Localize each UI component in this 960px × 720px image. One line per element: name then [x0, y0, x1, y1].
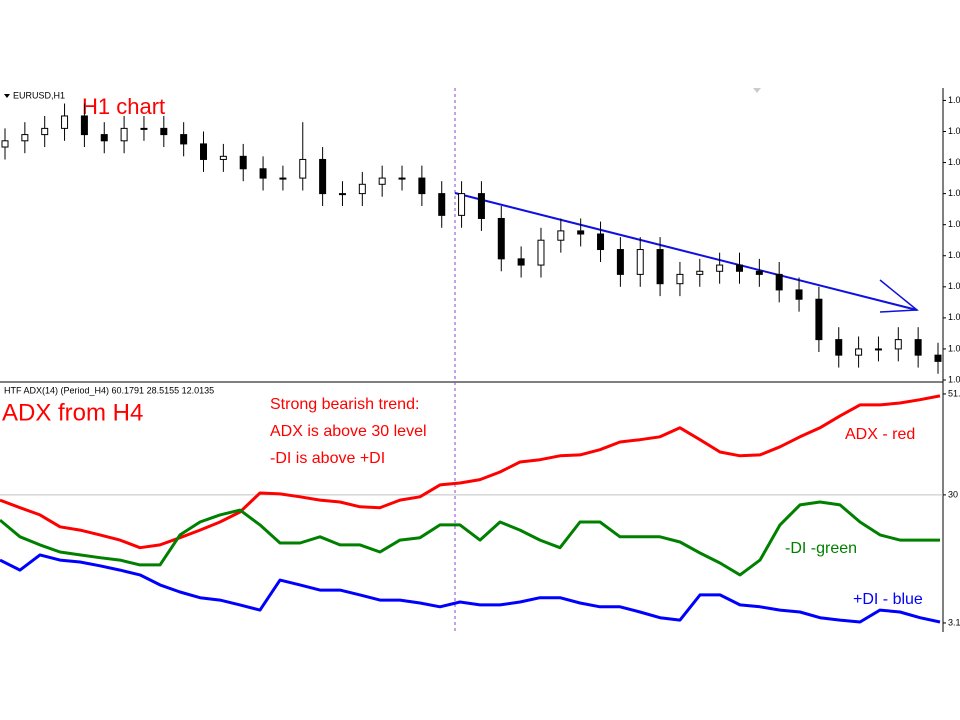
candle-body [577, 230, 585, 235]
shift-marker [753, 88, 761, 93]
candle-body [477, 193, 485, 219]
y-tick-label: 1.0 [948, 374, 960, 384]
candle-body [874, 348, 882, 351]
candle-body [934, 354, 942, 362]
y-tick-label: 1.0 [948, 250, 960, 260]
series-label: +DI - blue [853, 591, 923, 608]
candle-body [279, 177, 287, 180]
candle-body [616, 249, 624, 275]
candle-body [180, 134, 188, 145]
candle-body [855, 348, 863, 356]
y-tick-label: 1.0 [948, 157, 960, 167]
candle-body [458, 193, 466, 216]
y-tick-label: 1.0 [948, 312, 960, 322]
y-tick-label: 1.0 [948, 126, 960, 136]
candle-body [775, 273, 783, 291]
chart-title: H1 chart [82, 94, 165, 119]
candle-body [497, 217, 505, 260]
indicator-line [0, 500, 940, 577]
annotation: ADX is above 30 level [270, 423, 427, 440]
candle-body [358, 183, 366, 195]
indicator-line [0, 394, 941, 550]
candle-body [1, 140, 9, 148]
y-tick-label: 1.0 [948, 188, 960, 198]
series-label: ADX - red [845, 426, 915, 443]
y-tick-label: 3.1 [948, 617, 960, 627]
y-tick-label: 1.0 [948, 281, 960, 291]
trend-arrow [879, 279, 919, 313]
candle-body [815, 298, 823, 341]
candle-body [259, 168, 267, 179]
candle-body [517, 258, 525, 266]
candle-body [378, 177, 386, 185]
candle-body [239, 155, 247, 170]
candle-body [80, 115, 88, 136]
candle-body [200, 143, 208, 160]
annotation: -DI is above +DI [270, 450, 385, 467]
symbol-label: EURUSD,H1 [13, 90, 65, 100]
series-label: -DI -green [785, 540, 857, 557]
annotation: Strong bearish trend: [270, 396, 419, 413]
candle-body [557, 230, 565, 241]
candle-body [755, 270, 763, 275]
indicator-line [0, 553, 941, 624]
y-tick-label: 1.0 [948, 219, 960, 229]
candle-body [696, 270, 704, 275]
candle-body [656, 249, 664, 285]
candle-body [21, 134, 29, 142]
candle-body [795, 289, 803, 300]
dropdown-icon [4, 94, 10, 98]
candle-body [120, 127, 128, 142]
y-tick-label: 1.0 [948, 343, 960, 353]
candle-body [676, 273, 684, 285]
trend-line [454, 192, 918, 311]
candle-body [338, 193, 346, 196]
indicator-label: HTF ADX(14) (Period_H4) 60.1791 28.5155 … [4, 385, 214, 395]
y-tick-label: 51. [948, 388, 960, 398]
candle-body [398, 177, 406, 180]
y-tick-label: 30 [948, 489, 958, 499]
candle-body [716, 264, 724, 272]
candle-body [537, 239, 545, 266]
candle-body [299, 158, 307, 179]
candle-body [41, 127, 49, 136]
candle-body [100, 134, 108, 142]
candle-body [735, 264, 743, 272]
candle-body [894, 339, 902, 350]
indicator-title: ADX from H4 [2, 399, 143, 426]
candle-body [140, 127, 148, 130]
candle-body [418, 177, 426, 195]
candle-body [319, 158, 327, 195]
candle-body [835, 339, 843, 356]
candle-body [636, 249, 644, 275]
y-tick-label: 1.0 [948, 95, 960, 105]
candle-body [914, 339, 922, 356]
candle-body [438, 193, 446, 216]
candle-body [160, 127, 168, 136]
candle-body [219, 155, 227, 160]
candle-body [61, 115, 69, 129]
candle-body [597, 233, 605, 251]
